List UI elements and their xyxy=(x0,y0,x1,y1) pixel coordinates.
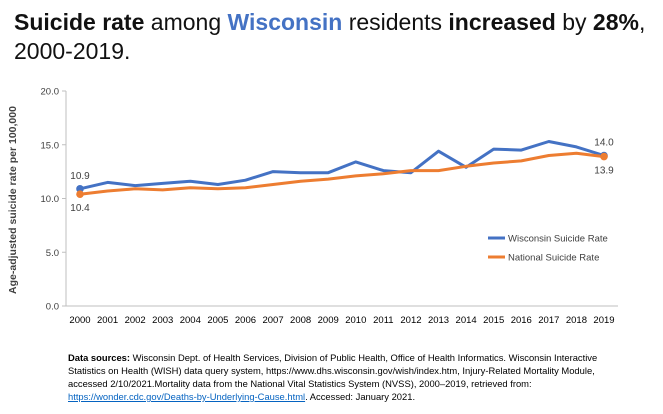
y-tick-label: 0.0 xyxy=(46,302,59,313)
x-tick-label: 2014 xyxy=(456,315,477,326)
y-tick-label: 10.0 xyxy=(41,194,60,205)
x-tick-label: 2008 xyxy=(290,315,311,326)
x-tick-label: 2013 xyxy=(428,315,449,326)
series-line-national xyxy=(78,151,606,196)
y-tick-label: 20.0 xyxy=(41,87,60,98)
title-part4: residents xyxy=(342,9,449,35)
title-part1: Suicide rate xyxy=(14,9,145,35)
legend-label: National Suicide Rate xyxy=(508,253,599,264)
data-point-marker xyxy=(600,152,608,161)
x-tick-label: 2007 xyxy=(262,315,283,326)
x-tick-label: 2004 xyxy=(180,315,201,326)
title-part8: , xyxy=(638,9,646,35)
x-tick-label: 2009 xyxy=(318,315,339,326)
x-tick-label: 2006 xyxy=(235,315,256,326)
data-label: 10.4 xyxy=(70,203,90,214)
data-label: 14.0 xyxy=(594,138,614,149)
title-part2: among xyxy=(144,9,228,35)
x-tick-label: 2011 xyxy=(373,315,393,326)
x-tick-label: 2017 xyxy=(538,315,559,326)
x-tick-label: 2019 xyxy=(593,315,614,326)
data-label: 10.9 xyxy=(70,171,90,182)
x-tick-label: 2002 xyxy=(125,315,146,326)
title-part5: increased xyxy=(448,9,556,35)
legend-label: Wisconsin Suicide Rate xyxy=(508,234,608,245)
data-point-marker xyxy=(76,190,84,198)
y-tick-label: 5.0 xyxy=(46,248,59,259)
x-tick-label: 2001 xyxy=(97,315,118,326)
title-line2: 2000-2019. xyxy=(14,38,131,64)
x-tick-label: 2018 xyxy=(566,315,587,326)
title-part7: 28% xyxy=(592,9,639,35)
data-sources: Data sources: Wisconsin Dept. of Health … xyxy=(68,351,636,403)
x-tick-label: 2016 xyxy=(511,315,532,326)
sources-link[interactable]: https://wonder.cdc.gov/Deaths-by-Underly… xyxy=(68,391,306,402)
title-part3: Wisconsin xyxy=(227,9,343,35)
x-tick-label: 2003 xyxy=(152,315,173,326)
y-tick-label: 15.0 xyxy=(41,140,60,151)
data-label: 13.9 xyxy=(594,166,614,177)
sources-text: Wisconsin Dept. of Health Services, Divi… xyxy=(68,352,598,389)
x-tick-label: 2000 xyxy=(69,315,90,326)
chart-title: Suicide rate among Wisconsin residents i… xyxy=(14,8,654,66)
x-tick-label: 2005 xyxy=(207,315,228,326)
title-part6: by xyxy=(555,9,593,35)
x-tick-label: 2010 xyxy=(345,315,366,326)
x-tick-label: 2015 xyxy=(483,315,504,326)
data-point-marker xyxy=(76,185,84,193)
sources-label: Data sources: xyxy=(68,352,131,363)
x-tick-label: 2012 xyxy=(400,315,421,326)
series-line-wisconsin xyxy=(78,140,606,191)
sources-tail: . Accessed: January 2021. xyxy=(305,391,416,402)
